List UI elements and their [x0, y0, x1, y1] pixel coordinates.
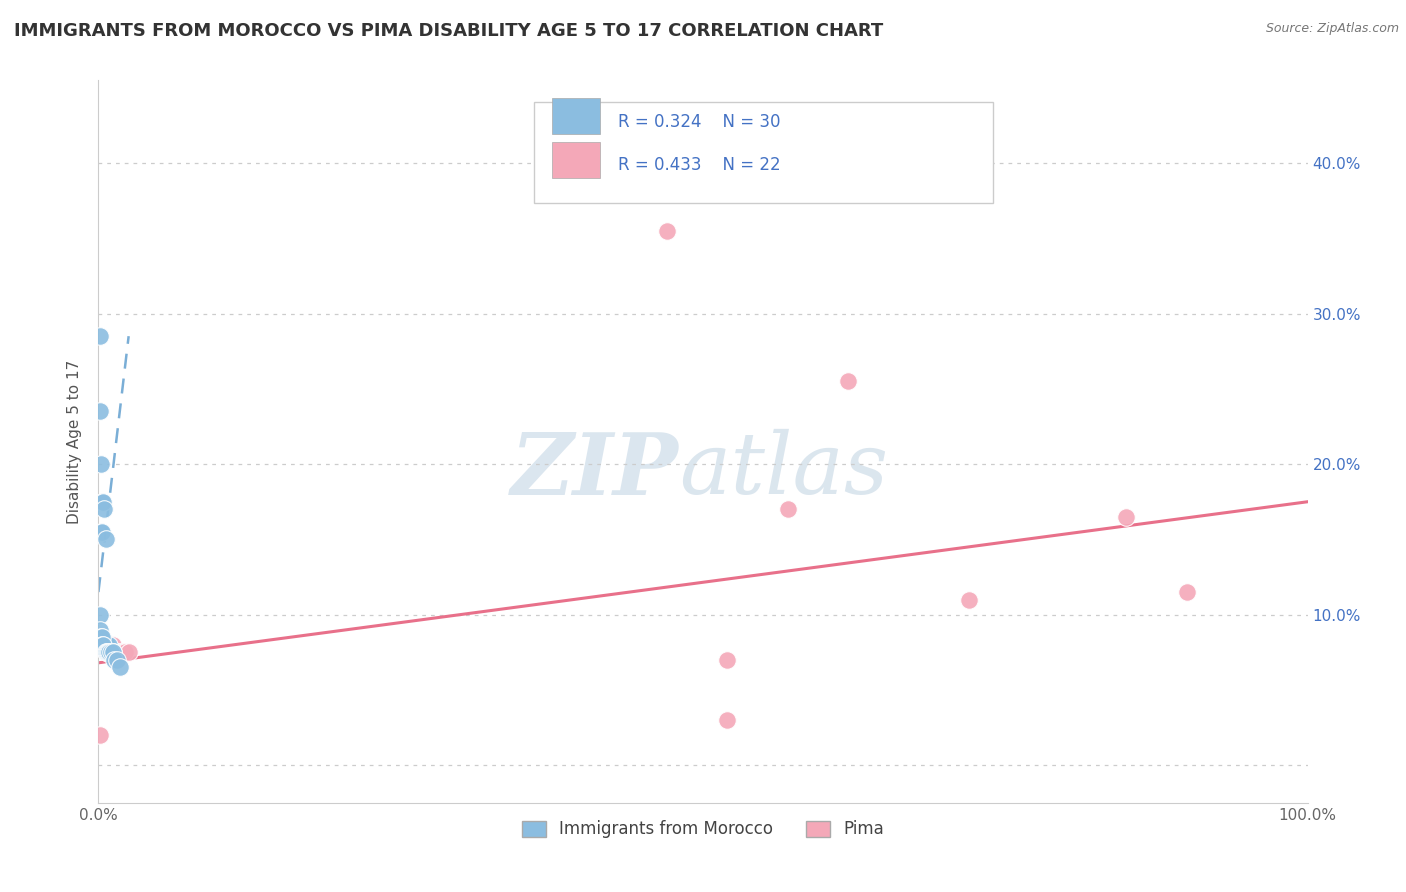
Point: [94, 645, 117, 659]
Point: [101, 645, 124, 659]
Text: R = 0.324    N = 30: R = 0.324 N = 30: [619, 112, 780, 131]
Point: [108, 645, 131, 659]
Point: [716, 653, 738, 667]
Point: [98, 638, 121, 652]
Point: [105, 645, 128, 659]
Point: [90, 638, 112, 652]
Point: [111, 645, 134, 659]
Point: [91, 494, 114, 508]
Y-axis label: Disability Age 5 to 17: Disability Age 5 to 17: [67, 359, 83, 524]
Point: [957, 592, 980, 607]
Point: [90, 524, 112, 539]
Point: [91, 638, 114, 652]
Point: [100, 638, 122, 652]
Point: [97, 645, 120, 659]
Bar: [534, 102, 993, 203]
Text: R = 0.433    N = 22: R = 0.433 N = 22: [619, 156, 780, 174]
Point: [100, 645, 122, 659]
Point: [655, 224, 678, 238]
Point: [91, 630, 114, 644]
Point: [100, 645, 122, 659]
Point: [97, 638, 120, 652]
Text: IMMIGRANTS FROM MOROCCO VS PIMA DISABILITY AGE 5 TO 17 CORRELATION CHART: IMMIGRANTS FROM MOROCCO VS PIMA DISABILI…: [14, 22, 883, 40]
Point: [114, 645, 136, 659]
Point: [89, 607, 111, 622]
Point: [103, 653, 125, 667]
Text: atlas: atlas: [679, 429, 889, 512]
Point: [105, 653, 128, 667]
Point: [89, 728, 111, 742]
Point: [837, 375, 859, 389]
Point: [91, 524, 114, 539]
Point: [716, 713, 738, 727]
Bar: [551, 142, 600, 178]
Point: [93, 502, 115, 516]
Point: [89, 404, 111, 418]
Point: [118, 645, 141, 659]
Text: Source: ZipAtlas.com: Source: ZipAtlas.com: [1265, 22, 1399, 36]
Point: [90, 630, 112, 644]
Point: [90, 457, 112, 471]
Point: [97, 638, 120, 652]
Legend: Immigrants from Morocco, Pima: Immigrants from Morocco, Pima: [516, 814, 890, 845]
Point: [98, 645, 121, 659]
Point: [89, 329, 111, 343]
Point: [108, 660, 131, 674]
Point: [1175, 585, 1198, 599]
Point: [776, 502, 799, 516]
Point: [91, 638, 114, 652]
Point: [94, 533, 117, 547]
Point: [89, 623, 111, 637]
Point: [94, 645, 117, 659]
Text: ZIP: ZIP: [510, 429, 679, 512]
Point: [96, 645, 118, 659]
Point: [96, 638, 118, 652]
Point: [101, 645, 124, 659]
Point: [1115, 509, 1137, 524]
Point: [100, 645, 122, 659]
Point: [91, 638, 114, 652]
Point: [101, 638, 124, 652]
Point: [91, 494, 114, 508]
Point: [91, 638, 114, 652]
Bar: [551, 98, 600, 135]
Point: [93, 638, 115, 652]
